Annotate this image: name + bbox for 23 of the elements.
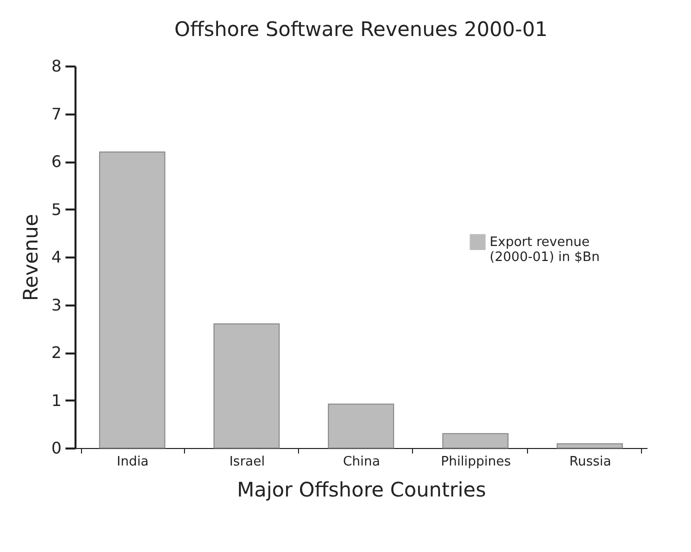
- x-axis-title: Major Offshore Countries: [236, 478, 486, 502]
- legend-label: Export revenue (2000-01) in $Bn: [490, 235, 600, 266]
- x-tick-label: India: [116, 454, 149, 470]
- y-tick-label: 1: [51, 390, 62, 410]
- bar: [442, 433, 509, 448]
- x-tick-label: Russia: [569, 454, 612, 470]
- x-tick-label: Israel: [229, 454, 265, 470]
- y-tick-label: 3: [51, 295, 62, 314]
- y-tick-label: 2: [51, 343, 62, 362]
- x-tick-label: Philippines: [440, 454, 512, 470]
- x-tick-label: China: [342, 454, 380, 470]
- chart-title: Offshore Software Revenues 2000-01: [174, 17, 548, 41]
- y-axis-title: Revenue: [18, 214, 42, 302]
- y-tick-label: 7: [51, 104, 62, 124]
- y-tick-label: 5: [51, 200, 62, 219]
- bar: [213, 323, 280, 448]
- y-tick-label: 4: [51, 248, 62, 266]
- bar: [99, 151, 166, 448]
- y-tick-label: 6: [51, 152, 62, 171]
- y-tick-label: 8: [51, 56, 62, 76]
- bar: [328, 404, 394, 448]
- bar: [556, 443, 623, 448]
- y-tick-label: 0: [51, 438, 62, 458]
